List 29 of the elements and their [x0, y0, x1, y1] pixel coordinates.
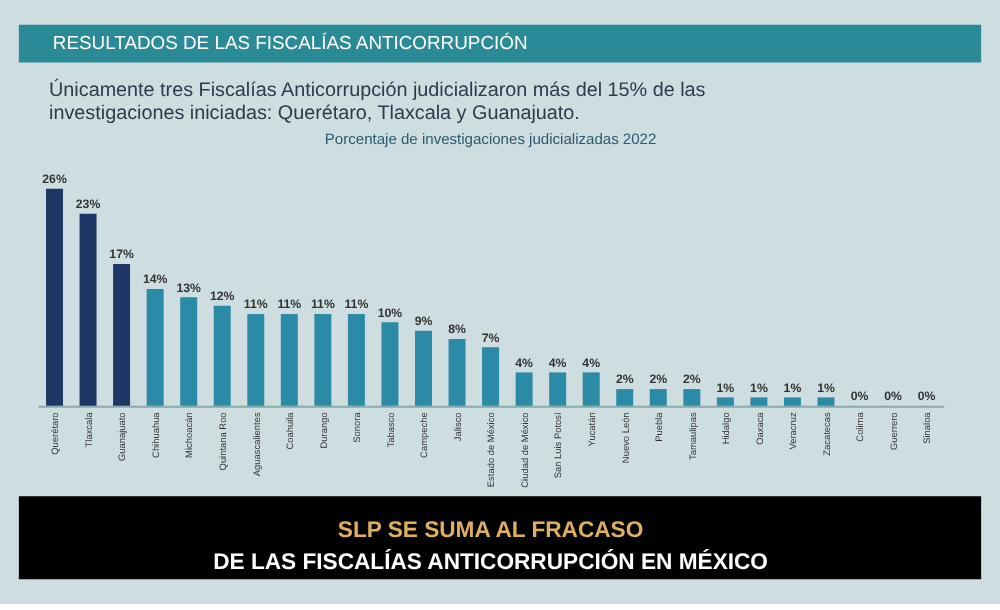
bar	[716, 397, 734, 406]
text: DE LAS FISCALÍAS ANTICORRUPCIÓN EN MÉXICO	[213, 546, 769, 575]
bar	[750, 397, 768, 406]
bar	[381, 322, 399, 406]
bar	[46, 188, 63, 406]
bar	[817, 397, 835, 406]
bar	[649, 389, 667, 406]
text: RESULTADOS DE LAS FISCALÍAS ANTICORRUPCIÓN	[52, 31, 528, 54]
bar	[247, 313, 265, 406]
bar	[616, 389, 634, 406]
bar	[582, 372, 600, 406]
bar	[146, 288, 164, 406]
bar	[213, 305, 231, 406]
bar	[280, 313, 298, 406]
bar	[180, 297, 198, 406]
bar	[314, 313, 332, 406]
bar	[113, 263, 131, 406]
bar	[783, 397, 801, 406]
bar	[414, 330, 432, 406]
chart-title: Porcentaje de investigaciones judicializadas 2022	[324, 129, 657, 148]
bar	[347, 313, 365, 406]
bar	[482, 347, 500, 406]
bar	[549, 372, 567, 406]
bar	[683, 389, 701, 406]
chart-subtitle: Únicamente tres Fiscalías Anticorrupción judicializaron más del 15% de las investigaciones iniciadas: Querétaro, Tlaxcala y Guanajuato.	[49, 78, 706, 125]
bar	[515, 372, 533, 406]
bar	[448, 339, 466, 406]
bar	[79, 213, 97, 406]
text: SLP SE SUMA AL FRACASO	[337, 518, 644, 543]
